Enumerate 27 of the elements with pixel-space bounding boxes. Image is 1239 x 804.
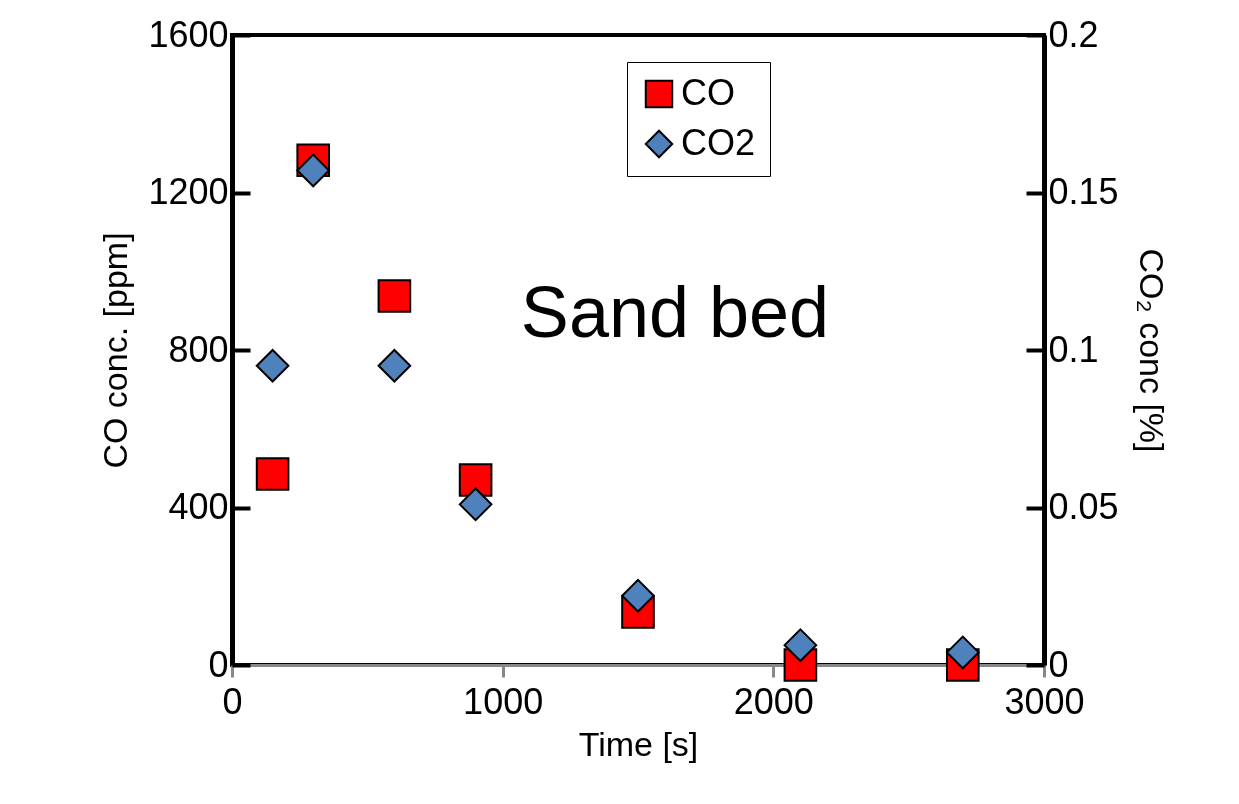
point	[783, 628, 818, 662]
y-tick-label: 0	[208, 643, 229, 685]
x-tick-label: 1000	[463, 680, 544, 722]
y-tick-label: 1200	[148, 171, 229, 212]
point	[255, 348, 290, 383]
point	[458, 463, 493, 497]
point	[255, 457, 290, 491]
y2-axis-title: CO₂ conc [%]	[1132, 248, 1171, 453]
point	[377, 348, 412, 383]
point	[377, 279, 412, 313]
point	[296, 153, 331, 188]
y-tick-label: 400	[168, 486, 229, 527]
x-tick-label: 2000	[733, 680, 814, 722]
point	[621, 578, 655, 613]
point	[458, 487, 493, 522]
y2-tick-label: 0.2	[1048, 13, 1099, 55]
y2-tick-label: 0.1	[1048, 328, 1099, 370]
y-tick-label: 800	[168, 328, 229, 370]
y2-tick-label: 0.15	[1048, 171, 1119, 212]
y2-tick-label: 0.05	[1048, 486, 1119, 527]
legend-label: CO	[681, 72, 735, 113]
x-axis-title: Time [s]	[578, 724, 699, 763]
annotation: Sand bed	[520, 272, 830, 352]
point	[945, 635, 980, 670]
legend-label: CO2	[681, 122, 756, 163]
y-axis-title: CO conc. [ppm]	[96, 232, 135, 469]
y-tick-label: 1600	[148, 13, 229, 55]
